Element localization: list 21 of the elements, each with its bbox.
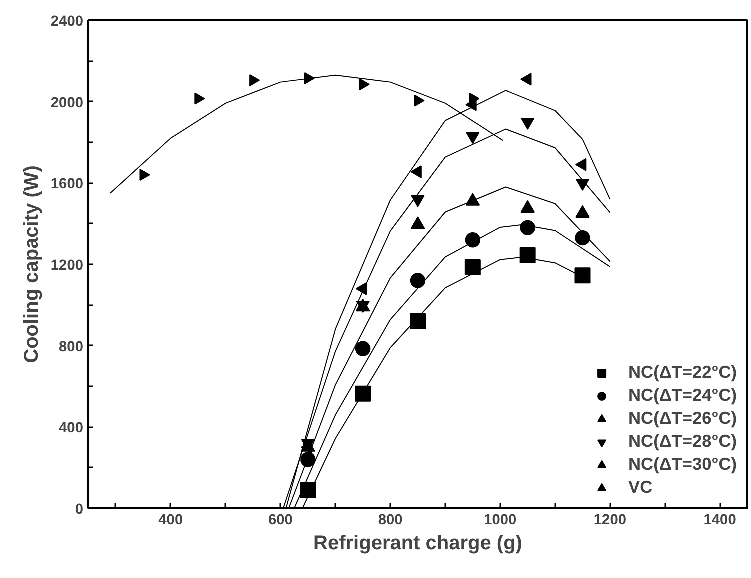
- x-tick-label: 600: [268, 512, 293, 528]
- y-axis-title: Cooling capacity (W): [20, 166, 43, 364]
- y-tick-label: 0: [75, 502, 84, 518]
- x-axis-title: Refrigerant charge (g): [314, 532, 522, 554]
- y-tick-label: 1200: [50, 258, 84, 274]
- x-tick-label: 400: [158, 512, 184, 528]
- legend-label: NC(ΔT=28°C): [628, 431, 737, 452]
- x-tick-label: 1000: [484, 512, 517, 528]
- legend-label: VC: [628, 477, 653, 498]
- x-tick-label: 1400: [704, 512, 736, 528]
- x-tick-label: 1200: [594, 512, 627, 528]
- legend-label: NC(ΔT=26°C): [628, 408, 737, 429]
- x-tick-label: 800: [378, 512, 403, 528]
- y-tick-label: 2400: [50, 14, 84, 30]
- legend-label: NC(ΔT=22°C): [628, 362, 737, 383]
- legend-label: NC(ΔT=30°C): [628, 454, 737, 475]
- y-tick-label: 800: [59, 339, 84, 356]
- legend-label: NC(ΔT=24°C): [628, 385, 737, 406]
- y-tick-label: 2000: [50, 95, 84, 112]
- y-tick-label: 1600: [50, 176, 84, 193]
- y-tick-label: 400: [59, 420, 84, 437]
